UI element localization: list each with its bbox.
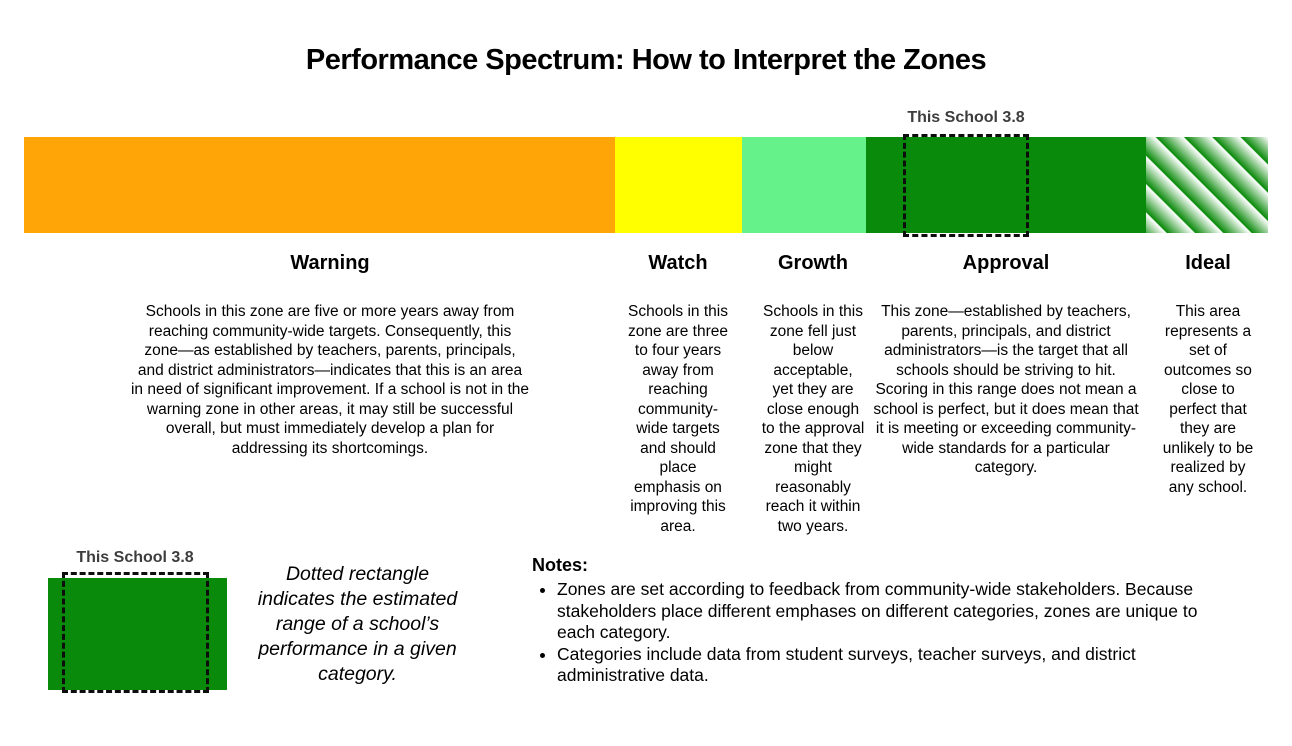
note-item: Categories include data from student sur… — [557, 644, 1222, 687]
zone-column-approval: Approval This zone—established by teache… — [873, 252, 1139, 478]
school-score-label: This School 3.8 — [907, 109, 1025, 126]
school-range-marker — [903, 134, 1029, 237]
zone-column-ideal: Ideal This area represents a set of outc… — [1162, 252, 1254, 497]
zone-heading-watch: Watch — [648, 252, 708, 274]
page-title: Performance Spectrum: How to Interpret t… — [305, 44, 987, 76]
notes-list: Zones are set according to feedback from… — [532, 579, 1222, 687]
zone-column-watch: Watch Schools in this zone are three to … — [626, 252, 730, 536]
zone-description-approval: This zone—established by teachers, paren… — [873, 303, 1139, 476]
zone-segment-watch — [615, 137, 742, 233]
zone-heading-warning: Warning — [290, 252, 370, 274]
notes-section: Notes: Zones are set according to feedba… — [532, 555, 1222, 687]
zone-column-warning: Warning Schools in this zone are five or… — [130, 252, 530, 458]
zone-description-watch: Schools in this zone are three to four y… — [628, 303, 728, 535]
legend-caption: Dotted rectangle indicates the estimated… — [257, 563, 458, 685]
zone-description-ideal: This area represents a set of outcomes s… — [1162, 303, 1254, 496]
zone-column-growth: Growth Schools in this zone fell just be… — [761, 252, 865, 536]
zone-description-growth: Schools in this zone fell just below acc… — [761, 303, 865, 535]
zone-segment-approval — [866, 137, 1146, 233]
zone-heading-growth: Growth — [778, 252, 848, 274]
zone-description-warning: Schools in this zone are five or more ye… — [130, 303, 530, 457]
notes-heading: Notes: — [532, 555, 589, 575]
note-item: Zones are set according to feedback from… — [557, 579, 1222, 644]
legend-zone-swatch — [48, 578, 227, 690]
zone-segment-growth — [742, 137, 866, 233]
legend-range-marker — [62, 572, 209, 693]
zone-heading-approval: Approval — [962, 252, 1050, 274]
zone-segment-ideal — [1146, 137, 1268, 233]
performance-spectrum-bar — [24, 137, 1268, 233]
legend-school-score-label: This School 3.8 — [76, 549, 194, 566]
zone-segment-warning — [24, 137, 615, 233]
zone-heading-ideal: Ideal — [1185, 252, 1231, 274]
